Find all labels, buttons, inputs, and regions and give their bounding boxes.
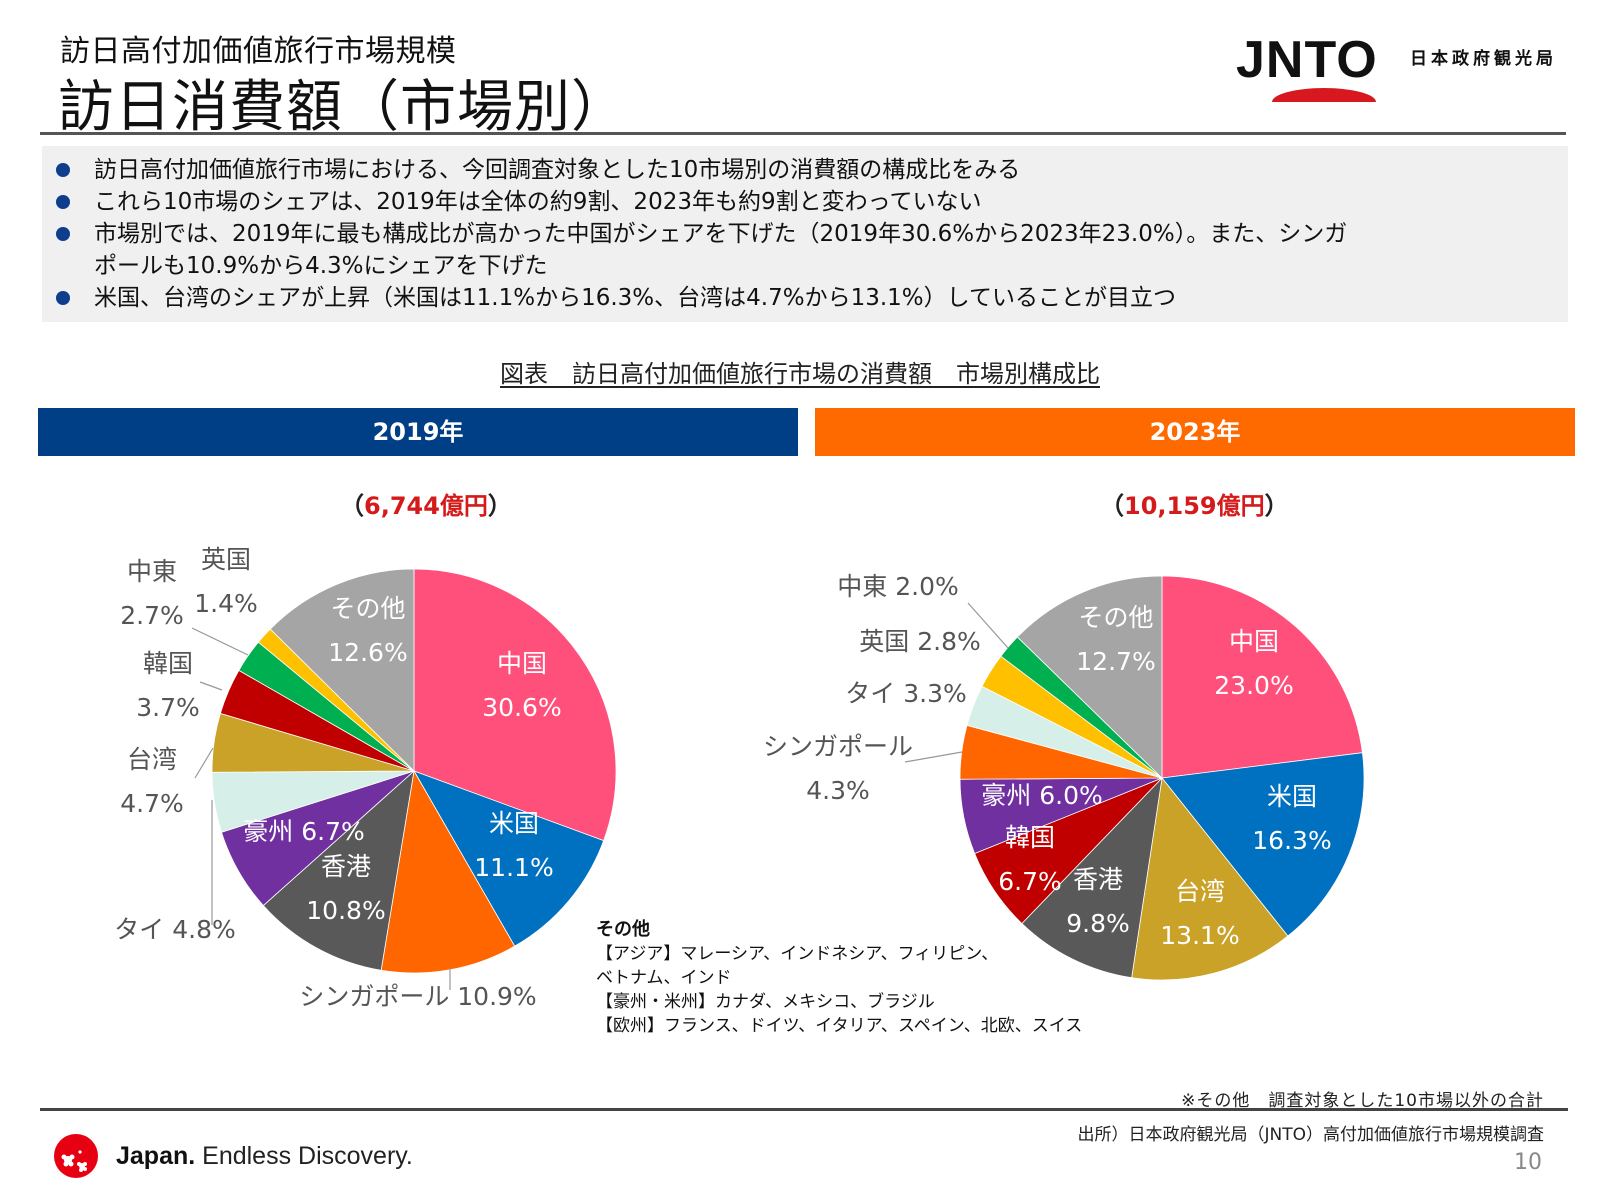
pie-2023: 中国 23.0% 米国 16.3%台湾 13.1% 香港 9.8%韓国 6.7% 豪州 6.0%…	[763, 572, 1365, 981]
data-label-韓国: 韓国 6.7%	[998, 823, 1062, 896]
data-label-中国: 中国 30.6%	[482, 649, 561, 722]
data-label-豪州: 豪州 6.7%	[243, 817, 364, 846]
other-note-line: 【豪州・米州】カナダ、メキシコ、ブラジル	[596, 992, 935, 1012]
total-2023: （10,159億円）	[1100, 492, 1289, 520]
page-number: 10	[1514, 1150, 1542, 1175]
figure-title: 図表 訪日高付加価値旅行市場の消費額 市場別構成比	[0, 354, 1600, 389]
data-label-豪州: 豪州 6.0%	[981, 781, 1102, 810]
pie-2019: 中国 30.6% 米国 11.1% シンガポール 10.9% 香港 10.8% 豪州 6.7%…	[114, 545, 617, 1011]
other-note-line: 【アジア】マレーシア、インドネシア、フィリピン、	[596, 944, 999, 964]
pie-slice-その他	[269, 568, 415, 772]
data-label-中東: 中東 2.0%	[837, 572, 958, 601]
bullet-item: 市場別では、2019年に最も構成比が高かった中国がシェアを下げた（2019年30…	[50, 218, 1568, 250]
data-label-米国: 米国 16.3%	[1252, 782, 1331, 855]
data-label-その他: その他 12.7%	[1076, 603, 1155, 676]
data-label-韓国: 韓国 3.7%	[136, 649, 200, 722]
brand-logo: Japan. Endless Discovery.	[50, 1130, 413, 1182]
bullet-text: 米国、台湾のシェアが上昇（米国は11.1%から16.3%、台湾は4.7%から13…	[94, 285, 1176, 311]
bullet-text: これら10市場のシェアは、2019年は全体の約9割、2023年も約9割と変わって…	[94, 189, 982, 215]
org-name: 日本政府観光局	[1410, 49, 1557, 69]
bullet-text: 市場別では、2019年に最も構成比が高かった中国がシェアを下げた（2019年30…	[94, 221, 1348, 247]
bullet-icon	[56, 227, 70, 241]
bullet-item-continuation: ポールも10.9%から4.3%にシェアを下げた	[50, 250, 1568, 282]
data-label-米国: 米国 11.1%	[474, 809, 553, 882]
figure-title-text: 図表 訪日高付加価値旅行市場の消費額 市場別構成比	[500, 360, 1100, 388]
total-2019: （6,744億円）	[340, 492, 512, 520]
data-label-台湾: 台湾 13.1%	[1160, 877, 1239, 950]
footnote: ※その他 調査対象とした10市場以外の合計	[1181, 1091, 1544, 1111]
header-divider	[40, 132, 1566, 135]
bullet-icon	[56, 195, 70, 209]
total-amount-2019: 6,744億円	[364, 492, 488, 520]
bullet-text: ポールも10.9%から4.3%にシェアを下げた	[94, 253, 548, 279]
data-label-香港: 香港 9.8%	[1066, 865, 1130, 938]
page-title: 訪日消費額（市場別）	[58, 75, 628, 140]
jnto-logo: JNTO	[1228, 30, 1378, 110]
jnto-logo-text: JNTO	[1236, 31, 1378, 89]
pie-slice-中国	[413, 568, 617, 842]
data-label-中東: 中東 2.7%	[120, 557, 184, 630]
other-note-line: ベトナム、インド	[596, 968, 732, 988]
pie-slice-台湾	[1131, 777, 1289, 981]
brand-tagline: Japan. Endless Discovery.	[116, 1141, 413, 1170]
bullet-text: 訪日高付加価値旅行市場における、今回調査対象とした10市場別の消費額の構成比をみ…	[94, 157, 1021, 183]
data-label-中国: 中国 23.0%	[1214, 627, 1293, 700]
year-header-2023: 2023年	[815, 408, 1575, 456]
leader-line	[199, 681, 223, 691]
data-label-シンガポール: シンガポール 4.3%	[763, 732, 913, 805]
leader-line	[191, 627, 249, 656]
source-citation: 出所）日本政府観光局（JNTO）高付加価値旅行市場規模調査	[1077, 1125, 1545, 1145]
bullet-item: これら10市場のシェアは、2019年は全体の約9割、2023年も約9割と変わって…	[50, 186, 1568, 218]
pie-slice-米国	[1161, 752, 1365, 937]
data-label-シンガポール: シンガポール 10.9%	[299, 982, 536, 1011]
bullet-icon	[56, 291, 70, 305]
page-subtitle: 訪日高付加価値旅行市場規模	[60, 34, 457, 69]
total-amount-2023: 10,159億円	[1124, 492, 1265, 520]
bullet-item: 訪日高付加価値旅行市場における、今回調査対象とした10市場別の消費額の構成比をみ…	[50, 154, 1568, 186]
data-label-英国: 英国 2.8%	[859, 627, 980, 656]
bullet-icon	[56, 163, 70, 177]
data-label-タイ: タイ 3.3%	[845, 679, 966, 708]
leader-line	[967, 602, 1009, 649]
pie-slice-香港	[1021, 776, 1163, 979]
data-label-タイ: タイ 4.8%	[114, 915, 235, 944]
pie-slice-その他	[1016, 575, 1163, 779]
footer-divider	[40, 1108, 1568, 1111]
leader-line	[194, 747, 214, 779]
data-label-その他: その他 12.6%	[328, 594, 407, 667]
data-label-台湾: 台湾 4.7%	[120, 745, 184, 818]
other-note-heading: その他	[596, 919, 650, 940]
leader-line	[904, 751, 963, 763]
bullet-item: 米国、台湾のシェアが上昇（米国は11.1%から16.3%、台湾は4.7%から13…	[50, 282, 1568, 314]
cherry-blossom-icon	[54, 1134, 98, 1178]
other-note-line: 【欧州】フランス、ドイツ、イタリア、スペイン、北欧、スイス	[596, 1016, 1083, 1036]
year-header-2019: 2019年	[38, 408, 798, 456]
summary-bullets: 訪日高付加価値旅行市場における、今回調査対象とした10市場別の消費額の構成比をみ…	[42, 146, 1568, 322]
data-label-香港: 香港 10.8%	[306, 852, 385, 925]
pie-slice-中国	[1161, 575, 1363, 779]
pie-slice-米国	[413, 770, 605, 947]
pie-slice-香港	[262, 769, 415, 971]
data-label-英国: 英国 1.4%	[194, 545, 258, 618]
jnto-logo-arc-icon	[1272, 88, 1376, 102]
other-note: その他 【アジア】マレーシア、インドネシア、フィリピン、 ベトナム、インド 【豪…	[596, 918, 1082, 1038]
